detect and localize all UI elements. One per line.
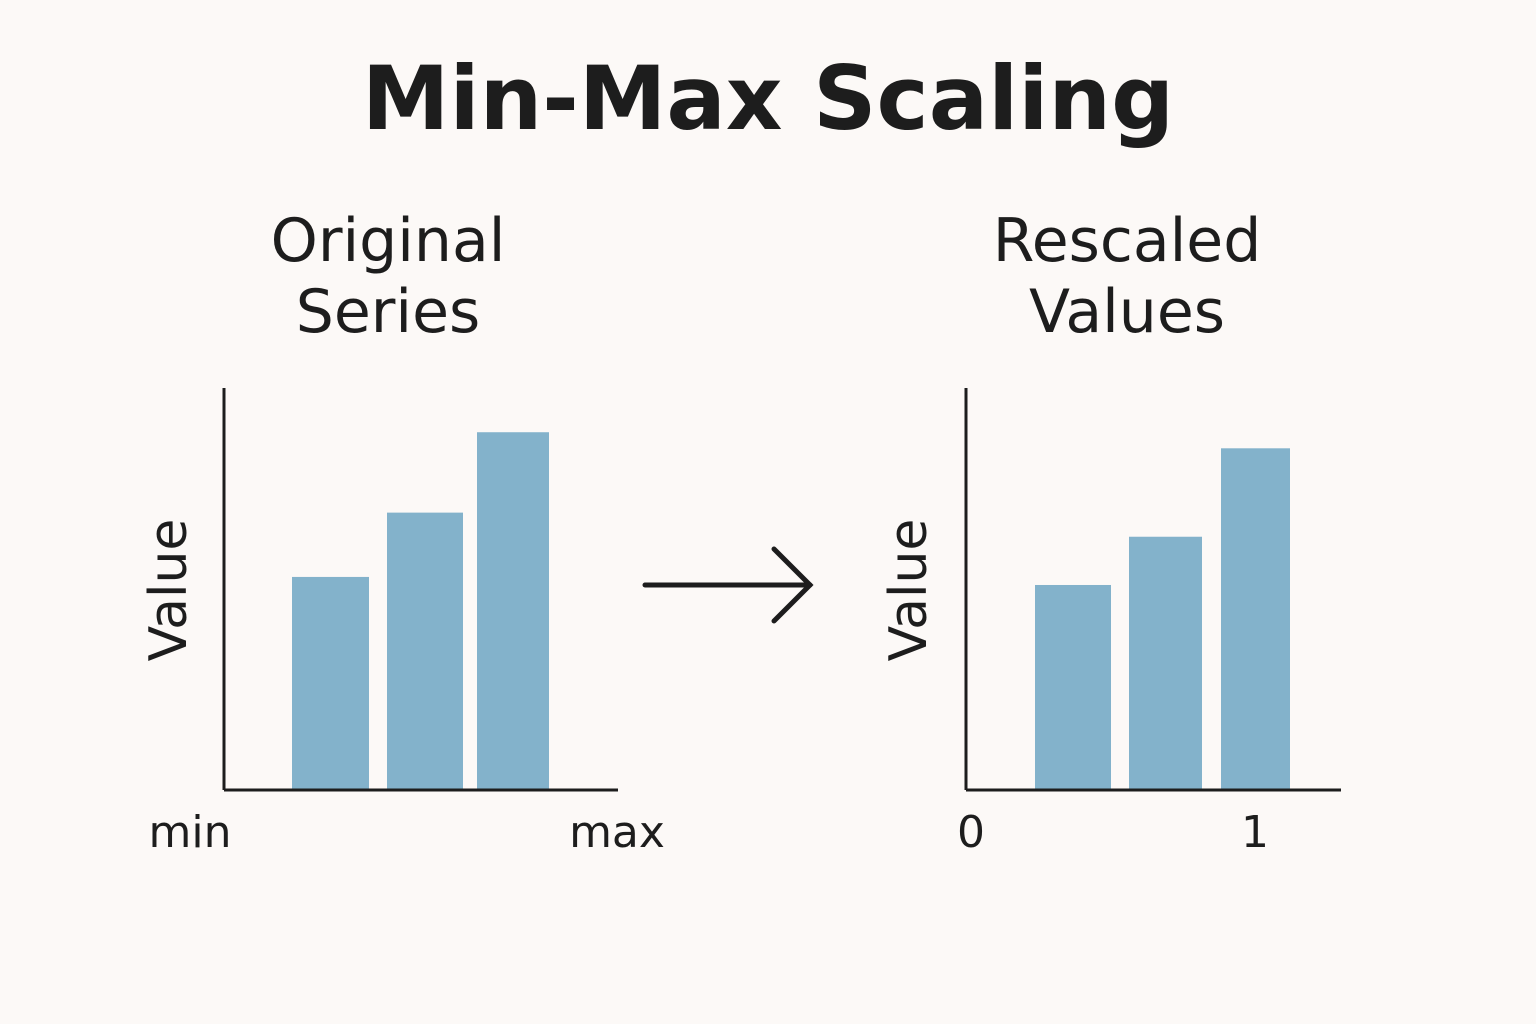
bar xyxy=(477,432,549,790)
y-axis-label: Value xyxy=(879,519,939,662)
arrow xyxy=(642,546,814,624)
x-axis-end-label: 0 xyxy=(957,807,985,858)
bar xyxy=(1221,448,1290,790)
bar xyxy=(1129,536,1202,790)
y-axis-label: Value xyxy=(139,519,199,662)
bar xyxy=(387,512,463,790)
chart-title: Rescaled Values xyxy=(992,206,1262,347)
x-axis-end-label: 1 xyxy=(1241,807,1269,858)
x-axis-end-label: min xyxy=(149,807,232,858)
arrow-head xyxy=(771,546,814,624)
main-title: Min-Max Scaling xyxy=(362,47,1174,150)
x-axis-end-label: max xyxy=(569,807,665,858)
bar xyxy=(1035,584,1111,790)
bar xyxy=(292,576,369,790)
chart-title: Original Series xyxy=(270,206,506,347)
